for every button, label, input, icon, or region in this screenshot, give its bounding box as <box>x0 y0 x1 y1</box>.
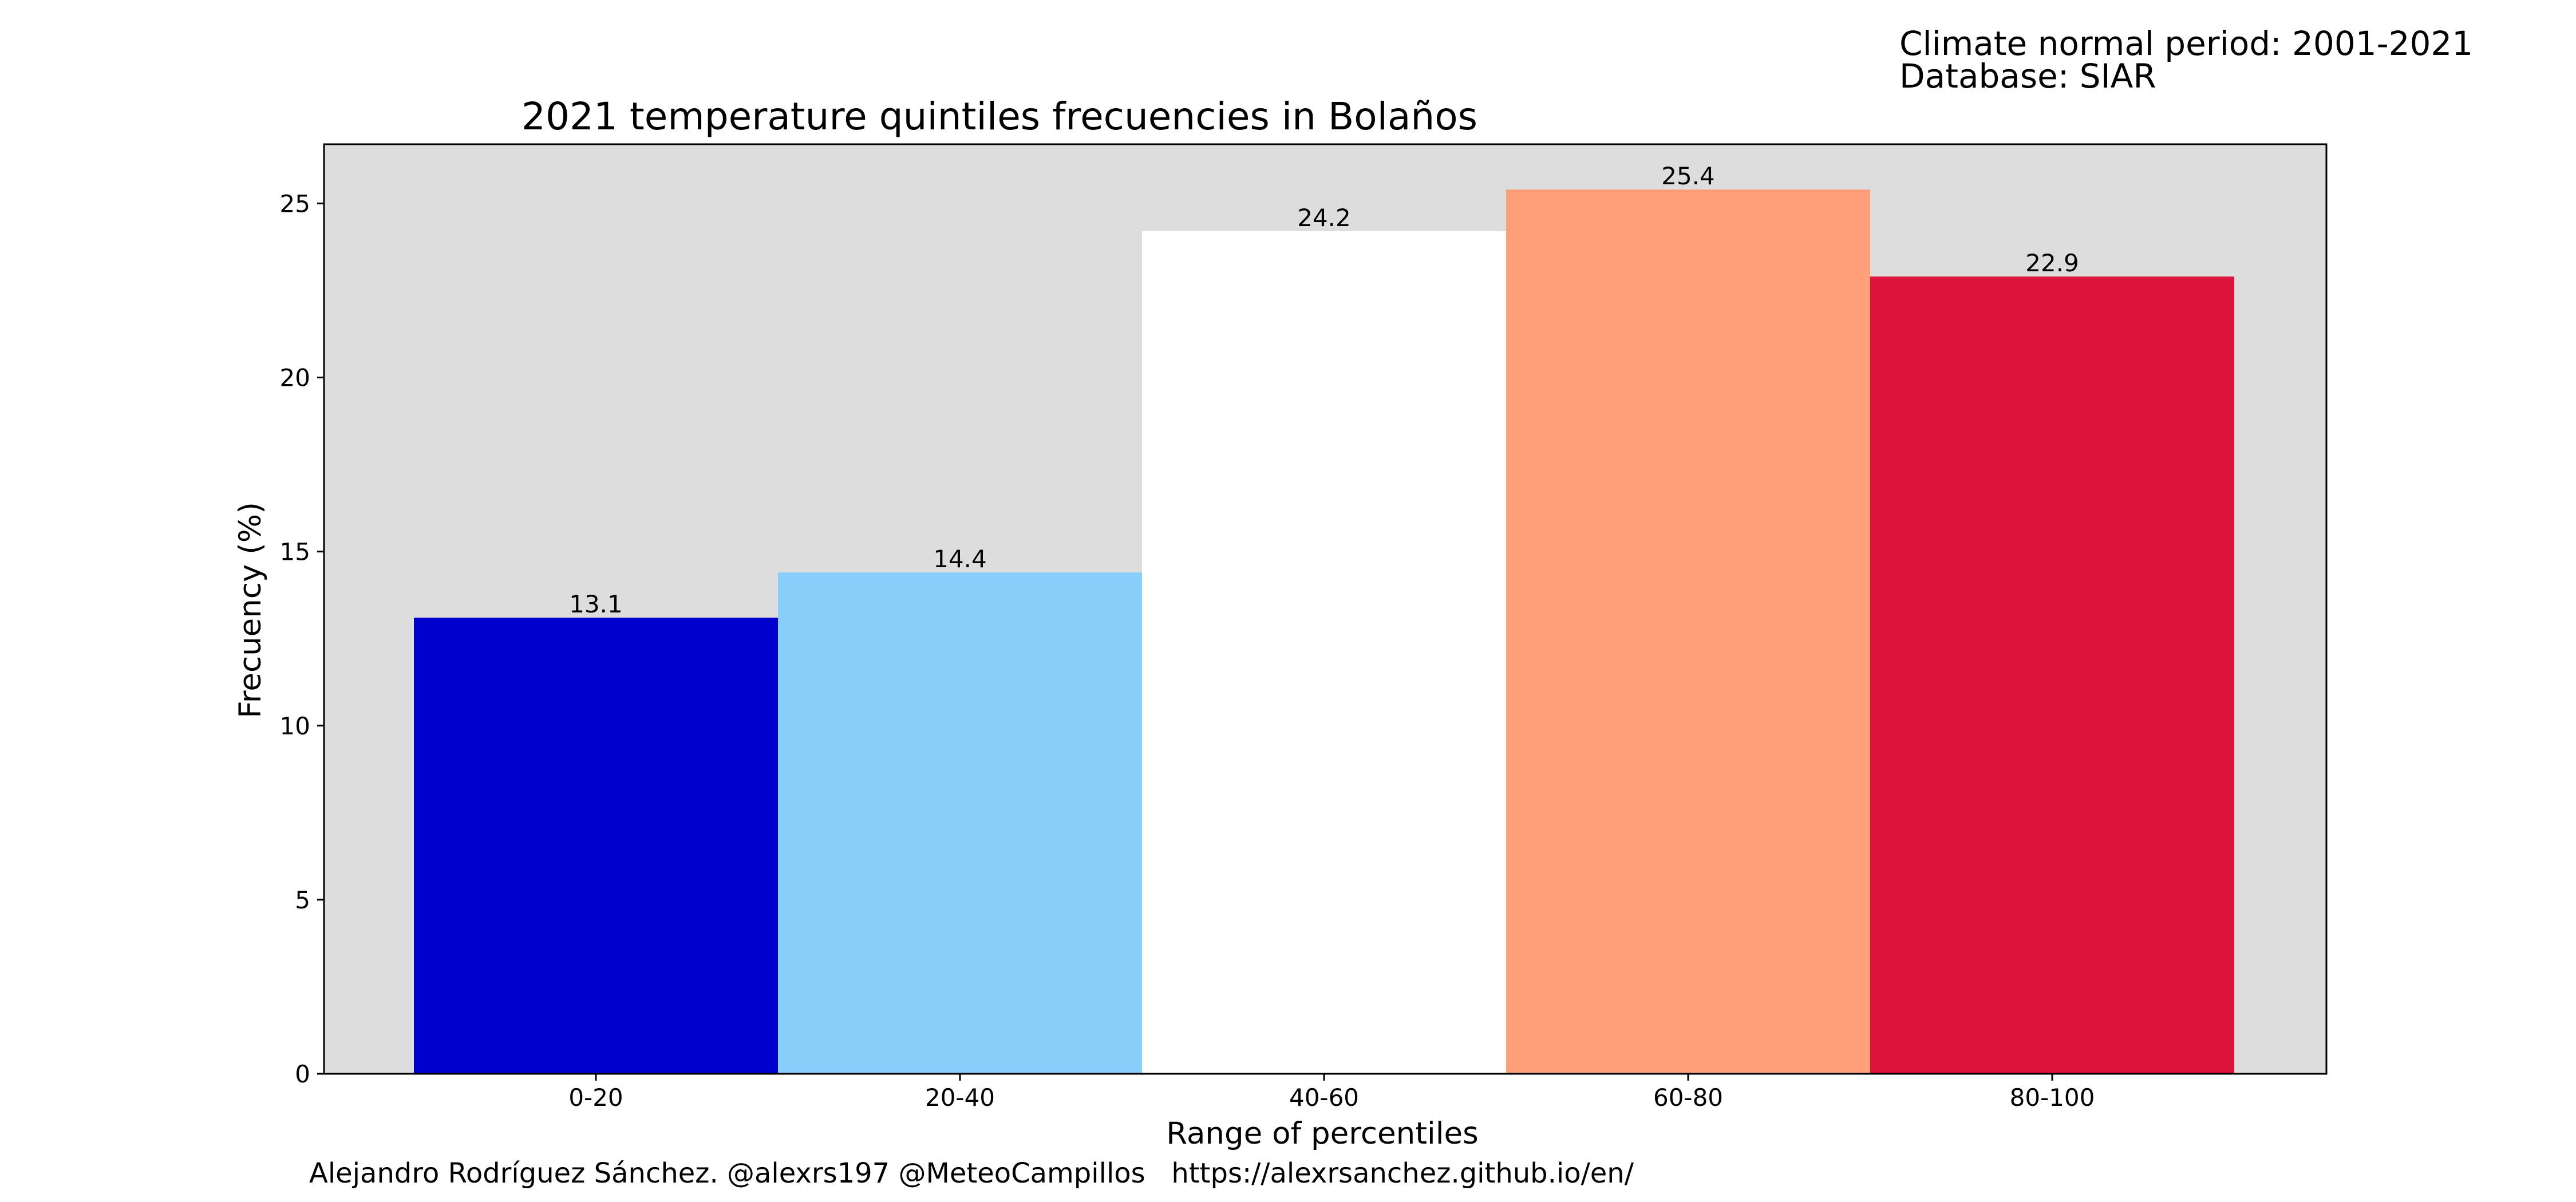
y-tick-label-15: 15 <box>280 538 310 566</box>
bar-20-40 <box>778 572 1142 1074</box>
y-tick-label-25: 25 <box>280 189 310 218</box>
data-label-80-100: 22.9 <box>2025 249 2079 277</box>
climate-normal-period-note: Climate normal period: 2001-2021 <box>1899 24 2473 63</box>
bar-40-60 <box>1142 231 1506 1074</box>
data-label-0-20: 13.1 <box>569 590 623 618</box>
bars-group <box>414 189 2234 1074</box>
x-tick-label-60-80: 60-80 <box>1653 1084 1723 1112</box>
chart-title: 2021 temperature quintiles frecuencies i… <box>521 94 1477 139</box>
y-axis-ticks: 0 5 10 15 20 25 <box>280 189 324 1088</box>
data-labels-group: 13.1 14.4 24.2 25.4 22.9 <box>569 162 2079 618</box>
y-tick-label-0: 0 <box>295 1060 310 1088</box>
x-tick-label-80-100: 80-100 <box>2010 1084 2095 1112</box>
x-axis-label: Range of percentiles <box>1166 1116 1478 1151</box>
x-tick-label-20-40: 20-40 <box>925 1084 995 1112</box>
bar-0-20 <box>414 618 778 1074</box>
data-label-20-40: 14.4 <box>933 545 987 573</box>
database-note: Database: SIAR <box>1899 57 2156 96</box>
x-tick-label-40-60: 40-60 <box>1289 1084 1359 1112</box>
y-axis-label: Frecuency (%) <box>233 502 268 718</box>
x-axis-ticks: 0-20 20-40 40-60 60-80 80-100 <box>568 1074 2095 1112</box>
plot-frame <box>323 143 2328 1075</box>
bar-60-80 <box>1506 189 1870 1074</box>
data-label-60-80: 25.4 <box>1661 162 1715 190</box>
y-tick-label-20: 20 <box>280 364 310 392</box>
x-tick-label-0-20: 0-20 <box>568 1084 623 1112</box>
y-tick-label-10: 10 <box>280 712 310 740</box>
data-label-40-60: 24.2 <box>1297 204 1351 232</box>
bar-80-100 <box>1870 276 2234 1074</box>
y-tick-label-5: 5 <box>295 886 310 914</box>
footer-credit: Alejandro Rodríguez Sánchez. @alexrs197 … <box>309 1157 1634 1189</box>
